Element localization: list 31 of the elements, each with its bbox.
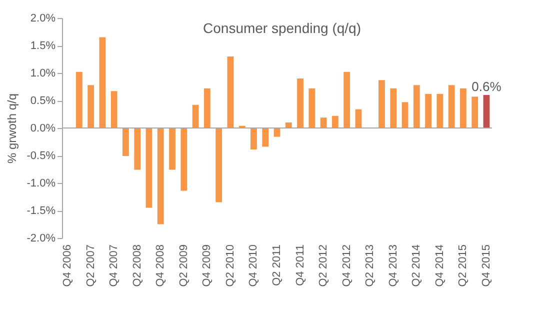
- x-tick-label: Q2 2007: [84, 244, 97, 287]
- x-tick-label: Q4 2013: [387, 244, 400, 287]
- x-tick-label: Q2 2015: [457, 244, 470, 287]
- y-tick-label: 0.5%: [30, 95, 56, 107]
- x-tick-label: Q4 2015: [480, 244, 492, 287]
- x-tick-label: Q2 2013: [364, 244, 376, 287]
- y-tick-label: -1.0%: [26, 178, 56, 190]
- x-tick-label: Q2 2012: [318, 244, 330, 287]
- y-tick-label: 1.0%: [30, 68, 56, 80]
- x-tick-label: Q4 2006: [62, 244, 74, 287]
- y-tick-label: -1.5%: [26, 205, 56, 217]
- x-tick-label: Q2 2010: [224, 244, 236, 287]
- x-tick-label: Q2 2014: [410, 244, 423, 287]
- x-tick-label: Q4 2009: [201, 244, 214, 287]
- x-tick-label: Q2 2011: [271, 244, 283, 286]
- x-tick-label: Q4 2014: [434, 244, 446, 287]
- y-tick-label: 2.0%: [30, 12, 56, 24]
- y-tick-label: 0.0%: [30, 122, 56, 134]
- y-tick-label: -2.0%: [26, 232, 56, 244]
- x-tick-label: Q2 2008: [131, 244, 144, 287]
- chart-title: Consumer spending (q/q): [203, 20, 361, 36]
- y-axis-title: % grwoth q/q: [4, 93, 19, 164]
- x-tick-label: Q4 2011: [294, 244, 306, 286]
- x-tick-label: Q4 2008: [154, 244, 167, 287]
- x-tick-label: Q2 2009: [178, 244, 190, 287]
- x-tick-label: Q4 2010: [248, 244, 260, 287]
- y-tick-label: -0.5%: [26, 150, 56, 162]
- x-tick-label: Q4 2012: [340, 244, 353, 287]
- x-tick-label: Q4 2007: [108, 244, 120, 287]
- data-label: 0.6%: [472, 79, 502, 94]
- y-tick-label: 1.5%: [30, 40, 56, 52]
